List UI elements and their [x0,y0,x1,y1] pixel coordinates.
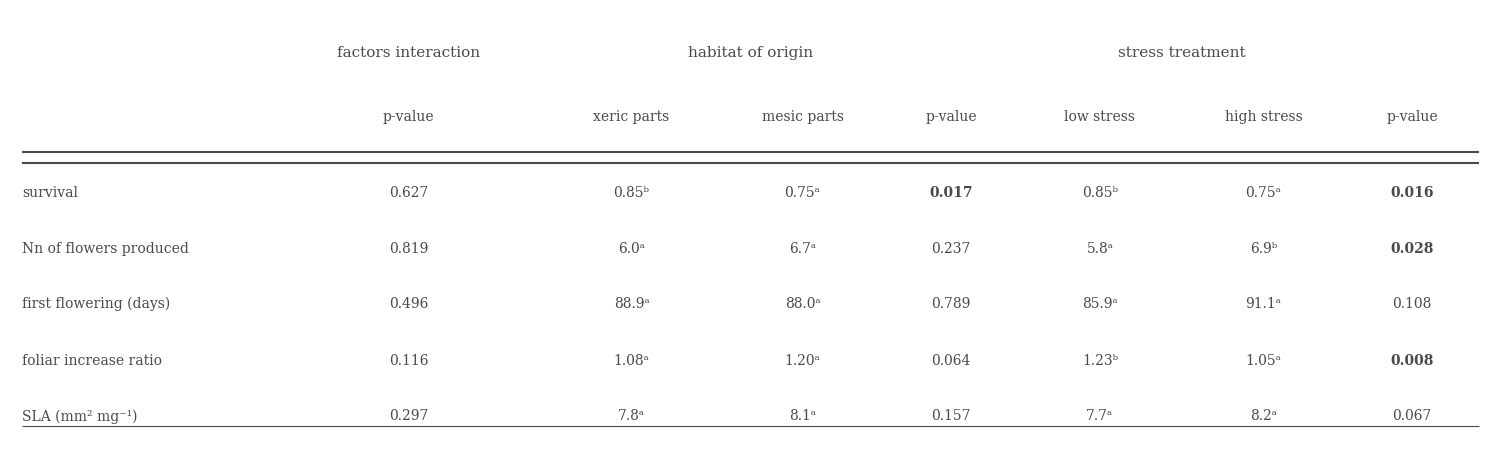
Text: p-value: p-value [1387,110,1438,124]
Text: Nn of flowers produced: Nn of flowers produced [23,241,189,255]
Text: 0.028: 0.028 [1390,241,1433,255]
Text: first flowering (days): first flowering (days) [23,297,170,311]
Text: survival: survival [23,186,78,201]
Text: mesic parts: mesic parts [761,110,844,124]
Text: 0.017: 0.017 [929,186,973,201]
Text: 1.08ᵃ: 1.08ᵃ [614,354,650,368]
Text: p-value: p-value [383,110,434,124]
Text: 0.016: 0.016 [1390,186,1433,201]
Text: 0.237: 0.237 [932,241,971,255]
Text: 0.85ᵇ: 0.85ᵇ [614,186,650,201]
Text: 0.108: 0.108 [1393,297,1432,311]
Text: 5.8ᵃ: 5.8ᵃ [1087,241,1114,255]
Text: SLA (mm² mg⁻¹): SLA (mm² mg⁻¹) [23,409,137,424]
Text: 1.23ᵇ: 1.23ᵇ [1082,354,1118,368]
Text: 0.157: 0.157 [932,410,971,423]
Text: 0.75ᵃ: 0.75ᵃ [785,186,821,201]
Text: 0.297: 0.297 [389,410,428,423]
Text: low stress: low stress [1064,110,1135,124]
Text: 0.85ᵇ: 0.85ᵇ [1082,186,1118,201]
Text: xeric parts: xeric parts [593,110,669,124]
Text: 0.064: 0.064 [932,354,971,368]
Text: factors interaction: factors interaction [336,46,480,60]
Text: 0.008: 0.008 [1390,354,1433,368]
Text: 7.7ᵃ: 7.7ᵃ [1087,410,1114,423]
Text: 1.05ᵃ: 1.05ᵃ [1246,354,1282,368]
Text: 0.75ᵃ: 0.75ᵃ [1246,186,1282,201]
Text: 6.9ᵇ: 6.9ᵇ [1250,241,1277,255]
Text: 0.496: 0.496 [389,297,428,311]
Text: 91.1ᵃ: 91.1ᵃ [1246,297,1282,311]
Text: 88.9ᵃ: 88.9ᵃ [614,297,650,311]
Text: 1.20ᵃ: 1.20ᵃ [785,354,821,368]
Text: habitat of origin: habitat of origin [687,46,814,60]
Text: 85.9ᵃ: 85.9ᵃ [1082,297,1118,311]
Text: 8.1ᵃ: 8.1ᵃ [790,410,817,423]
Text: 6.7ᵃ: 6.7ᵃ [790,241,817,255]
Text: 0.627: 0.627 [389,186,428,201]
Text: 0.819: 0.819 [389,241,428,255]
Text: 0.789: 0.789 [932,297,971,311]
Text: foliar increase ratio: foliar increase ratio [23,354,162,368]
Text: 88.0ᵃ: 88.0ᵃ [785,297,821,311]
Text: 6.0ᵃ: 6.0ᵃ [618,241,645,255]
Text: stress treatment: stress treatment [1118,46,1246,60]
Text: 0.116: 0.116 [389,354,428,368]
Text: 7.8ᵃ: 7.8ᵃ [618,410,645,423]
Text: p-value: p-value [926,110,977,124]
Text: 0.067: 0.067 [1393,410,1432,423]
Text: 8.2ᵃ: 8.2ᵃ [1250,410,1277,423]
Text: high stress: high stress [1225,110,1303,124]
